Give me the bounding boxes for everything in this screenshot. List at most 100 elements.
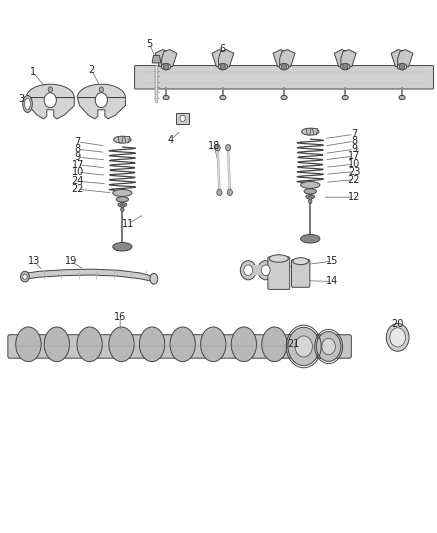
Circle shape [343,63,348,70]
Circle shape [163,63,169,70]
Ellipse shape [201,327,226,361]
Circle shape [295,336,312,357]
Ellipse shape [262,327,287,361]
Text: 7: 7 [351,130,357,139]
Polygon shape [212,50,227,67]
Ellipse shape [113,243,132,251]
Circle shape [309,196,312,200]
Ellipse shape [301,181,320,189]
Text: 9: 9 [75,152,81,162]
Polygon shape [162,50,177,67]
FancyBboxPatch shape [8,335,351,358]
Ellipse shape [293,258,309,265]
Circle shape [261,265,270,276]
Ellipse shape [161,63,171,70]
Ellipse shape [23,95,32,112]
Ellipse shape [139,327,165,361]
Text: 7: 7 [75,137,81,147]
Text: 8: 8 [75,144,81,154]
Text: 19: 19 [65,256,77,266]
Circle shape [227,189,232,196]
Circle shape [225,144,231,151]
Polygon shape [118,136,123,143]
Polygon shape [341,50,356,67]
Ellipse shape [220,95,226,100]
Polygon shape [391,50,406,67]
FancyBboxPatch shape [291,260,310,287]
Ellipse shape [279,63,289,70]
Polygon shape [218,50,234,67]
Circle shape [217,189,222,196]
Polygon shape [312,128,318,135]
Ellipse shape [302,128,319,135]
Text: 23: 23 [348,167,360,176]
Polygon shape [273,50,288,67]
Circle shape [281,63,287,70]
FancyBboxPatch shape [268,257,290,289]
Text: 1: 1 [30,67,36,77]
Text: 18: 18 [208,141,220,151]
Text: 4: 4 [167,135,173,144]
Text: 5: 5 [146,39,153,49]
Ellipse shape [218,63,228,70]
Polygon shape [125,136,130,143]
Ellipse shape [340,63,350,70]
Circle shape [220,63,225,70]
Circle shape [240,261,256,280]
Ellipse shape [342,95,348,100]
Circle shape [21,271,29,282]
Ellipse shape [281,95,287,100]
Circle shape [288,327,319,366]
Polygon shape [152,55,161,63]
Polygon shape [334,50,350,67]
Text: 17: 17 [72,160,84,169]
Polygon shape [24,269,153,281]
Ellipse shape [16,327,41,361]
Polygon shape [248,265,266,275]
Ellipse shape [163,95,169,100]
Circle shape [390,328,406,347]
Text: 2: 2 [89,66,95,75]
Text: 20: 20 [392,319,404,329]
Text: 24: 24 [72,176,84,186]
Polygon shape [77,84,125,119]
Text: 8: 8 [351,136,357,146]
Circle shape [44,93,56,108]
Ellipse shape [170,327,195,361]
Circle shape [99,87,104,92]
Text: 16: 16 [114,312,126,321]
Text: 22: 22 [72,184,84,194]
Polygon shape [398,50,413,67]
Circle shape [48,87,52,92]
Circle shape [386,324,409,351]
Text: 10: 10 [72,167,84,177]
FancyBboxPatch shape [135,66,434,89]
Text: 12: 12 [348,192,360,202]
Ellipse shape [116,197,128,202]
Ellipse shape [150,273,158,284]
Circle shape [180,115,185,122]
Ellipse shape [109,327,134,361]
Ellipse shape [24,98,30,110]
Circle shape [399,63,405,70]
Text: 17: 17 [348,151,360,161]
Text: 9: 9 [351,144,357,154]
Text: 13: 13 [28,256,40,266]
Ellipse shape [399,95,405,100]
Circle shape [309,199,312,204]
Ellipse shape [301,235,320,243]
Circle shape [95,93,108,108]
Text: 14: 14 [326,277,338,286]
Ellipse shape [231,327,257,361]
Ellipse shape [44,327,69,361]
Circle shape [316,332,341,361]
Text: 10: 10 [348,159,360,169]
Text: 6: 6 [219,44,225,54]
Text: 21: 21 [288,339,300,349]
Ellipse shape [306,195,315,199]
Polygon shape [306,128,311,135]
Polygon shape [280,50,295,67]
Polygon shape [176,113,189,124]
Text: 15: 15 [326,256,338,266]
Ellipse shape [118,203,127,207]
